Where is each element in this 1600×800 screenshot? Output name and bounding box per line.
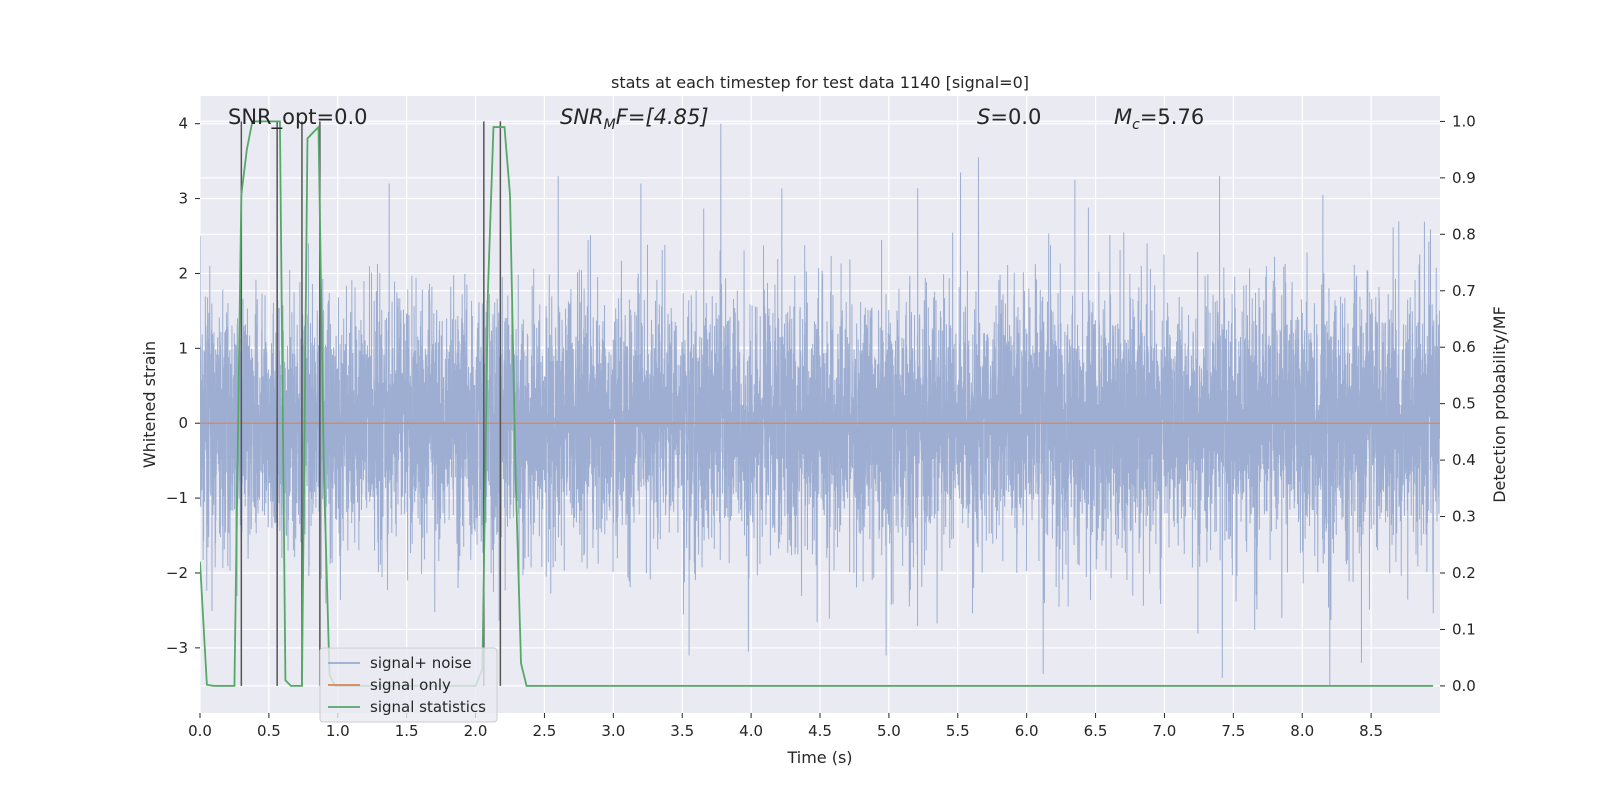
y2-tick-label: 0.9: [1452, 169, 1476, 187]
y2-tick-label: 0.3: [1452, 508, 1476, 526]
annotation-snr-mf: SNRMF=[4.85]: [560, 105, 709, 133]
y2-tick-label: 0.5: [1452, 395, 1476, 413]
x-axis-label: Time (s): [786, 748, 852, 767]
annotation-mc-tail: =5.76: [1140, 105, 1204, 129]
y-tick-label: 3: [178, 190, 188, 208]
y-tick-label: 0: [178, 414, 188, 432]
x-tick-label: 1.0: [326, 722, 350, 740]
y-tick-label: −3: [166, 639, 188, 657]
y2-tick-label: 0.1: [1452, 620, 1476, 638]
y-tick-label: −1: [166, 489, 188, 507]
y-tick-label: 1: [178, 339, 188, 357]
x-tick-label: 6.0: [1015, 722, 1039, 740]
axis-ticks: 0.0 0.5 1.0 1.5 2.0 2.5 3.0 3.5 4.0 4.5 5.0 5.5 6.0 6…: [166, 112, 1476, 740]
y2-tick-label: 0.7: [1452, 282, 1476, 300]
x-tick-label: 3.5: [670, 722, 694, 740]
y2-tick-label: 0.2: [1452, 564, 1476, 582]
y-tick-label: 4: [178, 115, 188, 133]
legend-label: signal statistics: [370, 698, 486, 716]
x-tick-label: 7.5: [1221, 722, 1245, 740]
x-tick-label: 0.0: [188, 722, 212, 740]
annotation-snr-mf-main: SNR: [560, 105, 604, 129]
legend-label: signal only: [370, 676, 451, 694]
annotation-s-main: S: [977, 105, 990, 129]
series-layer: [200, 123, 1440, 686]
annotation-mc-main: M: [1114, 105, 1132, 129]
x-tick-label: 8.0: [1290, 722, 1314, 740]
chart-title: stats at each timestep for test data 114…: [611, 73, 1029, 92]
y2-tick-label: 0.8: [1452, 225, 1476, 243]
legend-label: signal+ noise: [370, 654, 472, 672]
series-signal-statistics: [200, 120, 1434, 687]
annotation-mc-sub: c: [1132, 117, 1140, 133]
x-tick-label: 7.0: [1153, 722, 1177, 740]
x-tick-label: 2.5: [533, 722, 557, 740]
annotation-s-tail: =0.0: [990, 105, 1041, 129]
annotation-snr-mf-sub: M: [604, 117, 616, 133]
x-tick-label: 4.0: [739, 722, 763, 740]
x-tick-label: 3.0: [601, 722, 625, 740]
y2-tick-label: 0.6: [1452, 338, 1476, 356]
annotation-snr-opt: SNR_opt=0.0: [228, 105, 368, 130]
x-tick-label: 4.5: [808, 722, 832, 740]
x-tick-label: 1.5: [395, 722, 419, 740]
y-tick-label: 2: [178, 264, 188, 282]
y-axis-label: Whitened strain: [140, 341, 159, 468]
y2-tick-label: 0.4: [1452, 451, 1476, 469]
y2-tick-label: 0.0: [1452, 677, 1476, 695]
annotation-s: S=0.0: [977, 105, 1041, 129]
x-tick-label: 5.5: [946, 722, 970, 740]
x-tick-label: 5.0: [877, 722, 901, 740]
y-tick-label: −2: [166, 564, 188, 582]
annotation-mc: Mc=5.76: [1114, 105, 1204, 133]
y2-axis-label: Detection probability/MF: [1490, 306, 1509, 503]
statistics-layer: [200, 120, 1434, 687]
y2-tick-label: 1.0: [1452, 112, 1476, 130]
x-tick-label: 0.5: [257, 722, 281, 740]
legend: signal+ noise signal only signal statistic…: [319, 647, 498, 723]
annotation-snr-mf-tail: F=[4.85]: [616, 105, 709, 129]
series-signal-noise: [200, 123, 1440, 686]
x-tick-label: 8.5: [1359, 722, 1383, 740]
legend-box: [319, 647, 498, 723]
x-tick-label: 6.5: [1084, 722, 1108, 740]
x-tick-label: 2.0: [464, 722, 488, 740]
